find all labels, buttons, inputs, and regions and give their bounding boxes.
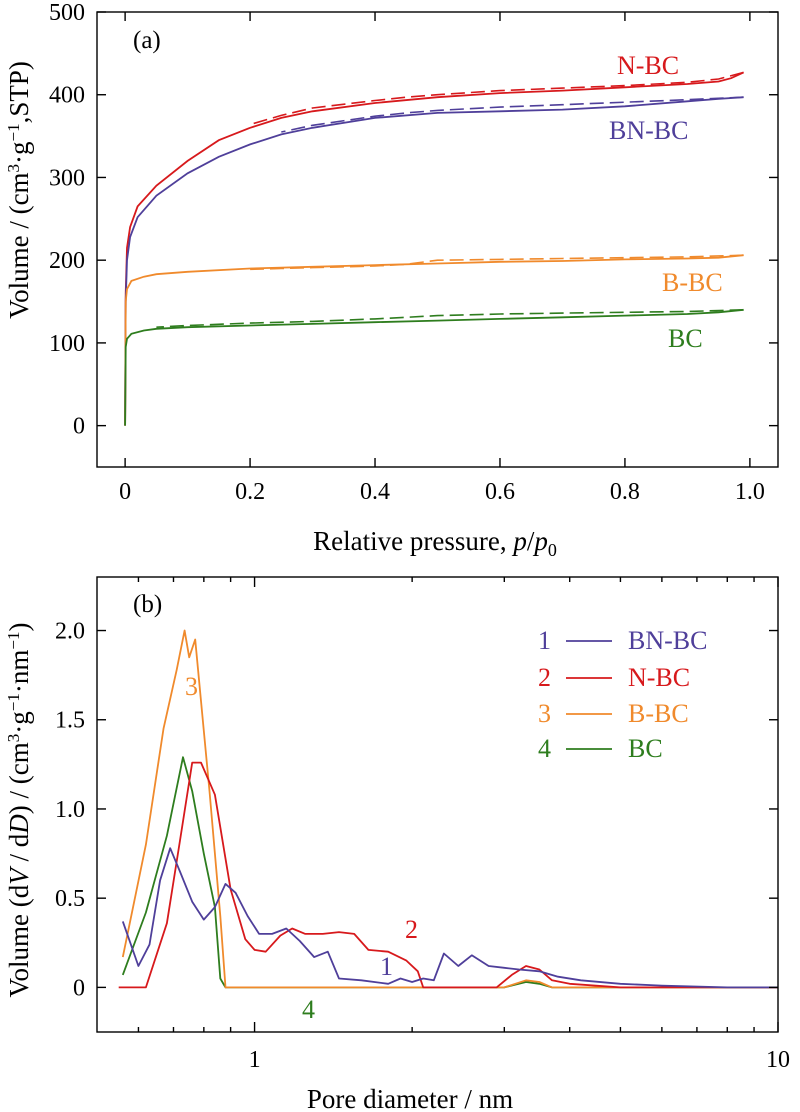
series-b-bc-adsorption — [124, 254, 744, 426]
legend-number-4: 4 — [538, 734, 551, 763]
series-b-bc-pore-distribution — [121, 629, 778, 989]
series-label-bn-bc: BN-BC — [609, 116, 688, 145]
series-label-n-bc: N-BC — [617, 51, 679, 80]
panel-a-plot-frame — [96, 11, 779, 468]
panel-b-y-axis-title: Volume (dV / dD) / (cm3·g−1·nm−1) — [4, 623, 34, 998]
legend-text-b-bc: B-BC — [628, 699, 689, 728]
panel-a-y-axis-title: Volume / (cm3·g−1,STP) — [4, 61, 34, 319]
legend-number-3: 3 — [538, 699, 551, 728]
series-n-bc-desorption — [249, 71, 744, 126]
panel-a-x-tick-label: 1.0 — [735, 479, 765, 505]
series-bn-bc-adsorption — [124, 96, 744, 426]
panel-b-y-tick-label: 2.0 — [55, 619, 85, 645]
series-n-bc-pore-distribution — [118, 761, 778, 989]
panel-a-isotherms: 0 0.2 0.4 0.6 0.8 1.0 0 100 200 300 400 500 (a) N-B… — [4, 0, 779, 560]
legend-number-2: 2 — [538, 663, 551, 692]
panel-b-legend: 1 BN-BC 2 N-BC 3 B-BC 4 BC — [538, 626, 707, 763]
series-bc-adsorption — [124, 308, 744, 426]
panel-a-x-tick-label: 0.6 — [485, 479, 515, 505]
panel-a-y-tick-label: 300 — [49, 165, 85, 191]
panel-a-y-tick-label: 0 — [73, 414, 85, 440]
legend-text-n-bc: N-BC — [628, 663, 690, 692]
series-b-bc-desorption — [250, 254, 744, 271]
panel-b-label: (b) — [133, 591, 162, 618]
panel-a-y-tick-label: 200 — [49, 248, 85, 274]
panel-b-plot-frame — [96, 576, 779, 1033]
series-n-bc-adsorption — [124, 71, 744, 426]
legend-text-bn-bc: BN-BC — [628, 626, 707, 655]
panel-b-x-tick-label: 1 — [249, 1047, 261, 1073]
series-label-b-bc: B-BC — [662, 268, 723, 297]
series-label-bc: BC — [668, 324, 703, 353]
panel-a-x-tick-label: 0.2 — [235, 479, 265, 505]
legend-number-1: 1 — [538, 626, 551, 655]
panel-a-y-tick-label: 400 — [49, 83, 85, 109]
series-bc-pore-distribution — [121, 756, 778, 989]
panel-a-x-axis-title: Relative pressure, p/p0 — [313, 526, 557, 560]
series-bc-desorption — [156, 309, 744, 328]
annotation-curve-4: 4 — [302, 995, 315, 1024]
panel-b-y-tick-label: 1.0 — [55, 797, 85, 823]
panel-b-y-tick-label: 0.5 — [55, 886, 85, 912]
panel-a-y-tick-label: 500 — [49, 0, 85, 26]
annotation-curve-2: 2 — [405, 915, 418, 944]
annotation-curve-3: 3 — [185, 672, 198, 701]
panel-a-label: (a) — [133, 27, 161, 54]
panel-b-y-tick-label: 0 — [73, 975, 85, 1001]
annotation-curve-1: 1 — [380, 952, 393, 981]
panel-a-x-tick-label: 0.8 — [610, 479, 640, 505]
panel-a-x-tick-label: 0.4 — [360, 479, 390, 505]
series-bn-bc-desorption — [281, 96, 744, 133]
series-bn-bc-pore-distribution — [121, 847, 778, 989]
panel-a-y-tick-label: 100 — [49, 331, 85, 357]
panel-a-x-tick-label: 0 — [119, 479, 131, 505]
panel-b-x-tick-label: 10 — [766, 1047, 790, 1073]
panel-b-x-axis-title: Pore diameter / nm — [307, 1084, 513, 1112]
panel-b-pore-distribution: 1 10 0 0.5 1.0 1.5 2.0 (b) 1 BN-BC 2 N-BC 3 B-… — [4, 576, 790, 1112]
panel-b-y-tick-label: 1.5 — [55, 708, 85, 734]
legend-text-bc: BC — [628, 734, 663, 763]
